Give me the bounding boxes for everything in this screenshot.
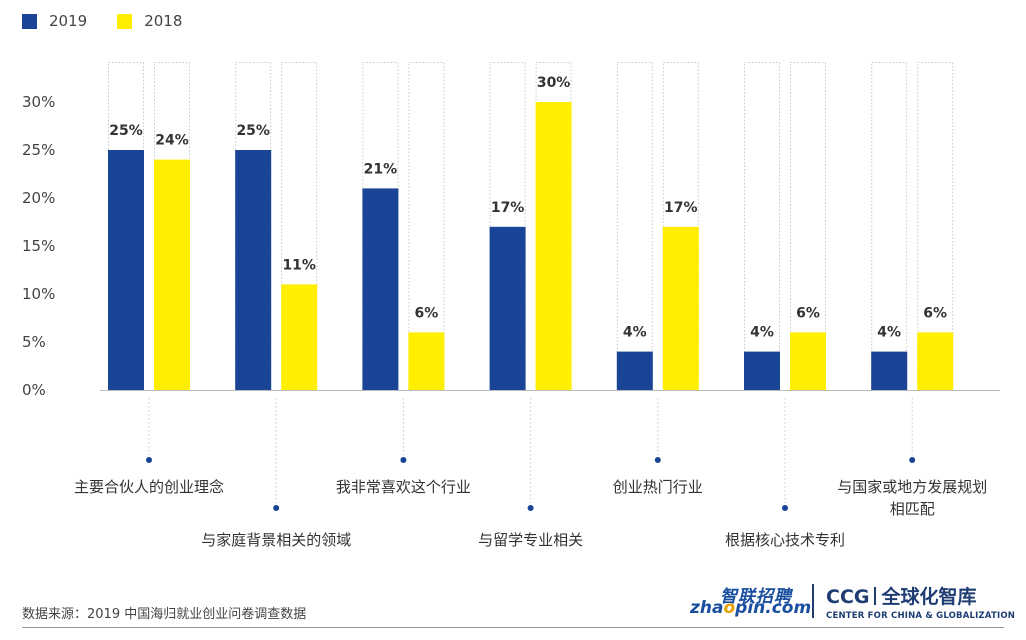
legend-item-2018: 2018 [117, 12, 182, 30]
y-tick-label: 5% [22, 333, 46, 351]
category-label-5: 根据核心技术专利 [725, 531, 845, 549]
y-tick-label: 15% [22, 237, 55, 255]
bar-2018-0 [154, 159, 190, 390]
bar-2018-3 [535, 102, 572, 390]
y-tick-label: 10% [22, 285, 55, 303]
zhaopin-logo-cn: 智联招聘 [720, 587, 792, 607]
ccg-logo-separator [874, 587, 877, 605]
category-marker-dot [273, 505, 280, 511]
legend-swatch-2018 [117, 13, 133, 29]
category-marker-dot [146, 457, 152, 463]
category-label-3: 与留学专业相关 [478, 531, 583, 549]
bar-2019-1 [235, 150, 272, 390]
category-marker-dot [527, 505, 534, 511]
footer-divider [22, 627, 1004, 628]
zhaopin-logo: 智联招聘 zhaopin.com [690, 582, 811, 622]
y-tick-label: 20% [22, 189, 55, 207]
bar-2018-5 [790, 332, 826, 390]
bar-2018-4 [662, 226, 699, 390]
zhaopin-logo-en-a: zha [690, 598, 724, 618]
bar-2019-3 [489, 226, 526, 390]
y-tick-label: 0% [22, 381, 46, 399]
ccg-logo-cn: 全球化智库 [881, 586, 977, 608]
data-label-2019-5: 4% [750, 325, 774, 341]
legend-label-2019: 2019 [49, 12, 88, 30]
data-label-2018-1: 11% [282, 257, 316, 273]
y-tick-label: 30% [22, 93, 55, 111]
bar-chart: 0% 5% 10% 15% 20% 25% 30% 25% 24% 主要合伙人的创业理念 25% 11… [22, 62, 1000, 549]
ccg-logo-letters: CCG [826, 586, 870, 608]
category-marker-dot [782, 505, 788, 511]
ccg-logo-en: CENTER FOR CHINA & GLOBALIZATION [826, 611, 1016, 621]
bar-2019-5 [744, 351, 780, 390]
bar-2019-6 [871, 351, 908, 390]
category-label-6: 与国家或地方发展规划 [837, 478, 987, 496]
data-label-2018-0: 24% [155, 133, 189, 149]
data-label-2019-4: 4% [623, 325, 647, 341]
data-label-2018-3: 30% [537, 75, 571, 91]
data-label-2019-0: 25% [109, 123, 143, 139]
ccg-logo: CCG 全球化智库 CENTER FOR CHINA & GLOBALIZATIO… [826, 582, 1016, 622]
legend: 2019 2018 [22, 12, 212, 30]
category-marker-dot [909, 457, 916, 463]
bar-2018-2 [408, 332, 445, 390]
data-label-2019-6: 4% [877, 325, 901, 341]
category-label-4: 创业热门行业 [613, 478, 703, 496]
y-tick-label: 25% [22, 141, 55, 159]
ccg-logo-top: CCG 全球化智库 [826, 582, 1011, 609]
data-source-note: 数据来源：2019 中国海归就业创业问卷调查数据 [22, 607, 307, 622]
legend-item-2019: 2019 [22, 12, 87, 30]
data-label-2019-1: 25% [236, 123, 270, 139]
data-label-2019-2: 21% [364, 161, 398, 177]
zhaopin-logo-en-b: pin.com [735, 598, 812, 618]
zhaopin-logo-en: zhaopin.com [690, 598, 811, 618]
data-label-2018-6: 6% [923, 305, 947, 321]
bar-2019-2 [362, 188, 399, 390]
category-label-2: 我非常喜欢这个行业 [336, 478, 471, 496]
category-label-1: 与家庭背景相关的领域 [201, 531, 351, 549]
category-marker-dot [654, 457, 661, 463]
data-label-2018-4: 17% [664, 200, 698, 216]
bar-2018-1 [281, 284, 318, 390]
category-label-0: 主要合伙人的创业理念 [74, 478, 224, 496]
legend-label-2018: 2018 [144, 12, 183, 30]
data-label-2018-2: 6% [415, 305, 439, 321]
bar-2018-6 [917, 332, 954, 390]
category-label-6: 相匹配 [890, 500, 935, 518]
data-label-2019-3: 17% [491, 200, 525, 216]
legend-swatch-2019 [22, 13, 37, 29]
bar-2019-0 [108, 150, 144, 390]
data-label-2018-5: 6% [796, 305, 820, 321]
category-marker-dot [400, 457, 407, 463]
zhaopin-logo-en-o: o [723, 598, 736, 618]
logo-divider [812, 584, 814, 618]
bar-2019-4 [616, 351, 653, 390]
